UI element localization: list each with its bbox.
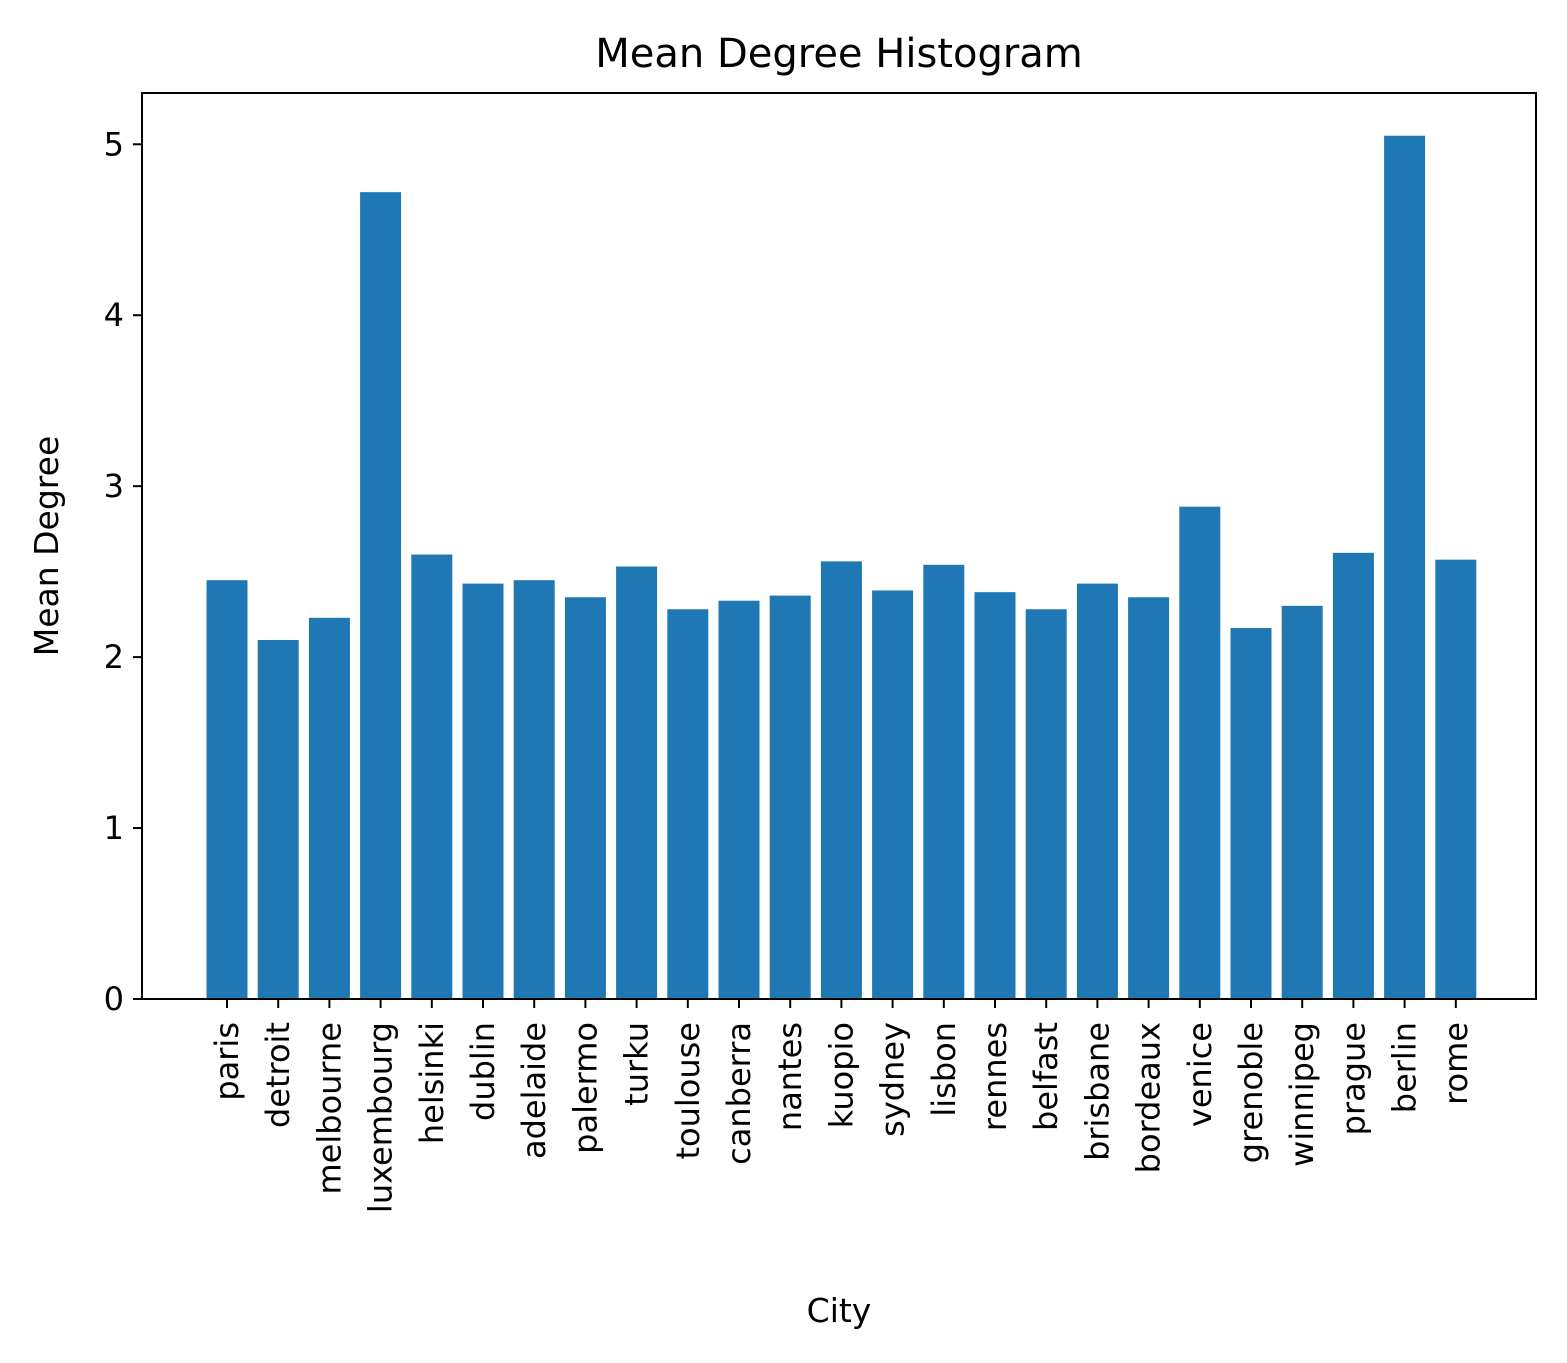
x-tick-label-brisbane: brisbane: [1078, 1022, 1116, 1161]
bar-rennes: [974, 592, 1016, 999]
bar-adelaide: [513, 580, 555, 999]
y-axis-ticks: 0 1 2 3 4 5: [104, 125, 142, 1018]
x-tick-label-paris: paris: [208, 1022, 246, 1101]
x-tick-label-belfast: belfast: [1027, 1022, 1065, 1131]
y-tick-label: 0: [104, 980, 124, 1018]
bar-venice: [1179, 506, 1221, 999]
bar-canberra: [718, 600, 760, 999]
bar-nantes: [769, 595, 811, 999]
bar-helsinki: [411, 554, 453, 999]
bar-grenoble: [1230, 628, 1272, 999]
x-tick-label-detroit: detroit: [259, 1022, 297, 1128]
bar-belfast: [1025, 609, 1067, 999]
x-tick-label-luxembourg: luxembourg: [362, 1022, 400, 1213]
y-tick-label: 4: [104, 296, 124, 334]
x-tick-label-rome: rome: [1437, 1022, 1475, 1105]
chart-title: Mean Degree Histogram: [595, 31, 1083, 77]
x-axis-label: City: [807, 1291, 872, 1330]
y-axis-label: Mean Degree: [27, 436, 66, 657]
x-tick-label-bordeaux: bordeaux: [1130, 1022, 1168, 1173]
x-tick-label-adelaide: adelaide: [515, 1022, 553, 1159]
bar-kuopio: [820, 561, 862, 999]
bar-lisbon: [923, 564, 965, 999]
x-tick-label-turku: turku: [618, 1022, 656, 1106]
bar-dublin: [462, 583, 504, 999]
x-tick-label-toulouse: toulouse: [669, 1022, 707, 1160]
bar-toulouse: [667, 609, 709, 999]
x-tick-label-lisbon: lisbon: [925, 1022, 963, 1117]
x-tick-label-kuopio: kuopio: [822, 1022, 860, 1128]
x-tick-label-prague: prague: [1334, 1022, 1372, 1135]
x-tick-label-winnipeg: winnipeg: [1283, 1022, 1321, 1167]
plot-frame: [141, 92, 1537, 1000]
x-tick-label-nantes: nantes: [771, 1022, 809, 1131]
x-tick-label-grenoble: grenoble: [1232, 1022, 1270, 1163]
bar-prague: [1332, 552, 1374, 999]
y-tick-label: 5: [104, 125, 124, 163]
x-tick-label-berlin: berlin: [1386, 1022, 1424, 1113]
bar-berlin: [1384, 135, 1426, 1000]
x-tick-label-rennes: rennes: [976, 1022, 1014, 1131]
x-tick-label-venice: venice: [1181, 1022, 1219, 1127]
bar-brisbane: [1076, 583, 1118, 999]
x-axis-ticks: paris detroit melbourne luxembourg helsinki d…: [208, 999, 1475, 1213]
y-tick-label: 2: [104, 638, 124, 676]
bar-melbourne: [308, 617, 350, 999]
bar-luxembourg: [360, 192, 402, 999]
bar-paris: [206, 580, 248, 999]
bar-palermo: [564, 597, 606, 999]
x-tick-label-melbourne: melbourne: [310, 1022, 348, 1194]
bar-turku: [616, 566, 658, 999]
x-tick-label-palermo: palermo: [566, 1022, 604, 1154]
bar-detroit: [257, 640, 299, 999]
y-tick-label: 1: [104, 809, 124, 847]
bar-bordeaux: [1128, 597, 1170, 999]
x-tick-label-helsinki: helsinki: [413, 1022, 451, 1144]
bar-rome: [1435, 559, 1477, 999]
x-tick-label-canberra: canberra: [720, 1022, 758, 1165]
bar-winnipeg: [1281, 605, 1323, 999]
x-tick-label-sydney: sydney: [874, 1022, 912, 1137]
bar-sydney: [872, 590, 914, 999]
bars: [206, 135, 1477, 1000]
x-tick-label-dublin: dublin: [464, 1022, 502, 1121]
y-tick-label: 3: [104, 467, 124, 505]
